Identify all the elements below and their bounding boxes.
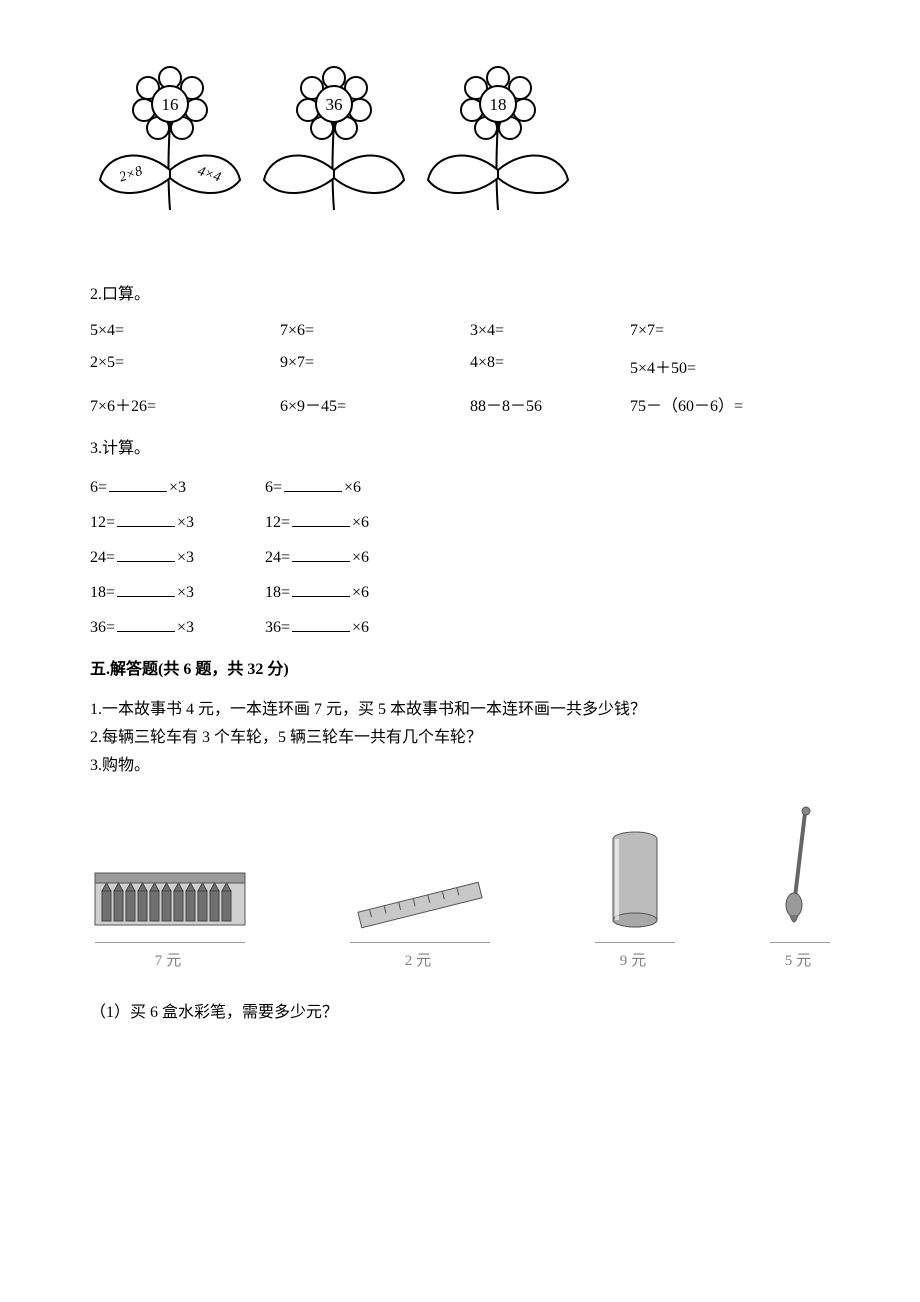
q3-rhs: ×3 [177, 549, 194, 566]
blank[interactable] [117, 546, 175, 562]
brush-icon [770, 805, 830, 935]
q2-cell: 6×9－45= [280, 392, 470, 416]
q3-cell: 36= ×3 [90, 616, 265, 637]
q3-rhs: ×6 [352, 549, 369, 566]
blank[interactable] [284, 476, 342, 492]
q3-cell: 6= ×3 [90, 476, 265, 497]
q3-lhs: 24= [265, 549, 290, 566]
blank[interactable] [292, 616, 350, 632]
q3-row: 12= ×3 12= ×6 [90, 511, 830, 532]
q2-row-2: 7×6＋26= 6×9－45= 88－8－56 75－（60－6）= [90, 392, 830, 416]
q3-lhs: 6= [90, 479, 107, 496]
q3-cell: 24= ×3 [90, 546, 265, 567]
q2-cell: 7×6= [280, 322, 470, 340]
q3-rhs: ×3 [177, 619, 194, 636]
shop-item-crayons: 7元 [90, 855, 250, 970]
q2-cell: 5×4= [90, 322, 280, 340]
cup-icon [590, 825, 680, 935]
section5-title: 五.解答题(共 6 题，共 32 分) [90, 655, 830, 679]
flower-36: 36 [254, 60, 414, 230]
q3-rhs: ×3 [177, 584, 194, 601]
q3-row: 18= ×3 18= ×6 [90, 581, 830, 602]
q3-row: 6= ×3 6= ×6 [90, 476, 830, 497]
q3-rhs: ×6 [352, 584, 369, 601]
q3-lhs: 12= [90, 514, 115, 531]
q3-lhs: 24= [90, 549, 115, 566]
q3-lhs: 18= [90, 584, 115, 601]
q2-cell: 2×5= [90, 354, 280, 378]
shop-price: 9元 [590, 949, 680, 970]
q2-cell: 9×7= [280, 354, 470, 378]
shop-item-cup: 9元 [590, 825, 680, 970]
q2-grid: 5×4= 7×6= 3×4= 7×7= 2×5= 9×7= 4×8= 5×4＋5… [90, 322, 830, 416]
shop-item-ruler: 2元 [340, 855, 500, 970]
q2-row-1: 2×5= 9×7= 4×8= 5×4＋50= [90, 354, 830, 378]
blank[interactable] [109, 476, 167, 492]
blank[interactable] [117, 581, 175, 597]
q2-heading: 2.口算。 [90, 280, 830, 304]
blank[interactable] [117, 616, 175, 632]
shop-price: 2元 [340, 949, 500, 970]
s5-q3: 3.购物。 [90, 751, 830, 775]
q3-rhs: ×6 [352, 619, 369, 636]
q3-lhs: 36= [90, 619, 115, 636]
q2-cell: 3×4= [470, 322, 630, 340]
flower-center-text: 16 [162, 95, 179, 114]
q2-cell: 4×8= [470, 354, 630, 378]
divider [770, 942, 830, 943]
flower-18: 18 [418, 60, 578, 230]
divider [595, 942, 675, 943]
flower-16: 16 2×8 4×4 [90, 60, 250, 230]
q3-lhs: 12= [265, 514, 290, 531]
shop-price: 7元 [90, 949, 250, 970]
blank[interactable] [292, 546, 350, 562]
q3-rhs: ×6 [344, 479, 361, 496]
q2-cell: 7×7= [630, 322, 810, 340]
ruler-icon [340, 855, 500, 935]
shop-row: 7元 2元 9元 [90, 805, 830, 970]
q3-lhs: 6= [265, 479, 282, 496]
q3-cell: 12= ×6 [265, 511, 440, 532]
q3-heading: 3.计算。 [90, 434, 830, 458]
flower-center-text: 36 [326, 95, 343, 114]
flower-center-text: 18 [490, 95, 507, 114]
blank[interactable] [117, 511, 175, 527]
q3-rhs: ×3 [169, 479, 186, 496]
q3-cell: 18= ×6 [265, 581, 440, 602]
q3-cell: 6= ×6 [265, 476, 440, 497]
shop-item-brush: 5元 [770, 805, 830, 970]
q2-cell: 88－8－56 [470, 392, 630, 416]
s5-sub1: （1）买 6 盒水彩笔，需要多少元？ [90, 998, 830, 1022]
blank[interactable] [292, 581, 350, 597]
q3-rhs: ×3 [177, 514, 194, 531]
q2-cell: 7×6＋26= [90, 392, 280, 416]
q2-cell: 5×4＋50= [630, 354, 810, 378]
q3-row: 24= ×3 24= ×6 [90, 546, 830, 567]
q3-cell: 24= ×6 [265, 546, 440, 567]
q3-cell: 18= ×3 [90, 581, 265, 602]
blank[interactable] [292, 511, 350, 527]
q3-rhs: ×6 [352, 514, 369, 531]
s5-q1: 1.一本故事书 4 元，一本连环画 7 元，买 5 本故事书和一本连环画一共多少… [90, 695, 830, 719]
shop-price: 5元 [770, 949, 830, 970]
divider [350, 942, 490, 943]
q3-cell: 12= ×3 [90, 511, 265, 532]
q3-cell: 36= ×6 [265, 616, 440, 637]
divider [95, 942, 245, 943]
q2-cell: 75－（60－6）= [630, 392, 810, 416]
q2-row-0: 5×4= 7×6= 3×4= 7×7= [90, 322, 830, 340]
q3-lhs: 18= [265, 584, 290, 601]
q3-grid: 6= ×3 6= ×6 12= ×3 12= ×6 24= ×3 24= ×6 18= ×3 … [90, 476, 830, 637]
s5-q2: 2.每辆三轮车有 3 个车轮，5 辆三轮车一共有几个车轮？ [90, 723, 830, 747]
q3-lhs: 36= [265, 619, 290, 636]
flowers-row: 16 2×8 4×4 36 [90, 60, 830, 230]
crayons-icon [90, 855, 250, 935]
q3-row: 36= ×3 36= ×6 [90, 616, 830, 637]
